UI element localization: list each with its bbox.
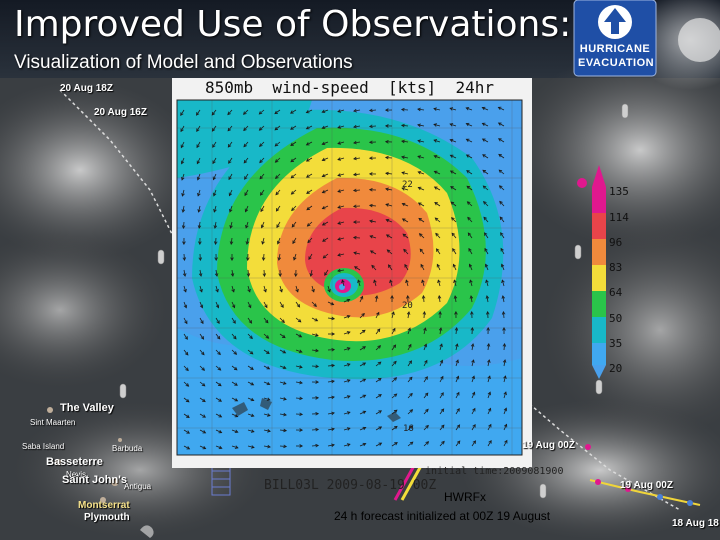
slide-subtitle: Visualization of Model and Observations bbox=[14, 52, 353, 73]
slide-title: Improved Use of Observations: bbox=[14, 4, 572, 45]
contour-label: 16 bbox=[403, 424, 414, 434]
track-label: 20 Aug 18Z bbox=[60, 83, 113, 94]
island-label: Antigua bbox=[124, 482, 152, 491]
colorbar-label: 83 bbox=[609, 261, 623, 274]
island-label: Basseterre bbox=[46, 456, 103, 468]
plot-header: 850mb wind-speed [kts] 24hr bbox=[205, 78, 494, 97]
colorbar-label: 35 bbox=[609, 337, 623, 350]
hurricane-evacuation-sign bbox=[573, 0, 657, 77]
track-label: 19 Aug 00Z bbox=[522, 440, 575, 451]
track-label: 20 Aug 16Z bbox=[94, 107, 147, 118]
model-caption: HWRFx bbox=[444, 490, 486, 504]
island-label: Montserrat bbox=[78, 500, 130, 511]
colorbar-label: 64 bbox=[609, 286, 623, 299]
track-label: 19 Aug 00Z bbox=[620, 480, 673, 491]
island-label: Saba Island bbox=[22, 442, 65, 451]
wind-speed-plot bbox=[172, 78, 532, 468]
island-label: Sint Maarten bbox=[30, 418, 76, 427]
contour-label: 22 bbox=[402, 180, 413, 190]
island-label: Plymouth bbox=[84, 512, 130, 523]
colorbar-label: 96 bbox=[609, 236, 623, 249]
colorbar-label: 135 bbox=[609, 185, 629, 198]
sign-line-1: HURRICANE bbox=[579, 43, 651, 55]
run-label: BILL03L 2009-08-19 00Z bbox=[264, 478, 437, 493]
island-label: Saint John's bbox=[62, 474, 127, 486]
init-time-label: initial time:2009081900 bbox=[425, 466, 564, 477]
forecast-caption: 24 h forecast initialized at 00Z 19 Augu… bbox=[334, 509, 551, 523]
colorbar bbox=[592, 165, 606, 379]
island-label: Nevis bbox=[66, 470, 87, 479]
colorbar-label: 114 bbox=[609, 211, 629, 224]
arrow-up-icon bbox=[604, 8, 626, 34]
island-label: Barbuda bbox=[112, 444, 143, 453]
island-label: The Valley bbox=[60, 402, 114, 414]
colorbar-label: 50 bbox=[609, 312, 623, 325]
track-label: 18 Aug 18 bbox=[672, 518, 719, 529]
contour-label: 20 bbox=[402, 301, 413, 311]
colorbar-label: 20 bbox=[609, 362, 623, 375]
sign-line-2: EVACUATION bbox=[578, 57, 655, 69]
